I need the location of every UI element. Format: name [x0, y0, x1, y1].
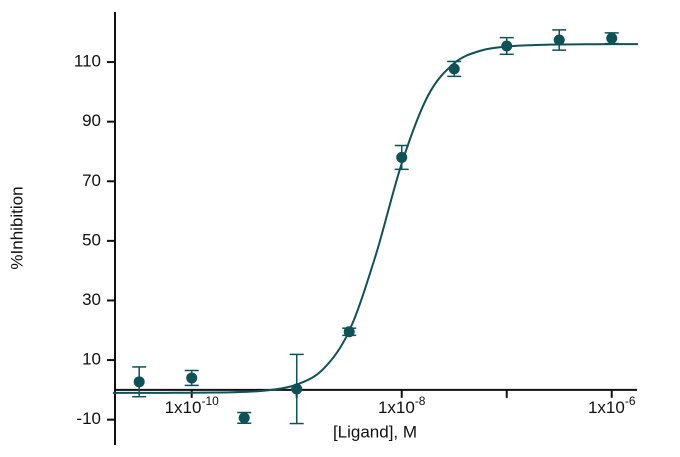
y-tick-label: 70: [82, 171, 101, 190]
x-tick-exponent: -6: [625, 394, 636, 408]
data-point: [343, 326, 355, 338]
data-point: [133, 376, 145, 388]
x-tick-base: 1x10: [165, 398, 202, 417]
y-axis-title: %Inhibition: [7, 186, 26, 269]
x-axis-title: [Ligand], M: [333, 422, 417, 441]
data-point: [396, 151, 408, 163]
x-tick-exponent: -10: [201, 394, 219, 408]
y-tick-label: 90: [82, 111, 101, 130]
data-point: [553, 34, 565, 46]
y-tick-label: 110: [74, 52, 101, 71]
x-tick-base: 1x10: [378, 398, 415, 417]
y-tick-label: 50: [82, 230, 101, 249]
data-point: [606, 32, 618, 44]
x-tick-label: 1x10-8: [378, 394, 426, 417]
y-tick-label: -10: [76, 409, 101, 428]
y-tick-label: 30: [82, 290, 101, 309]
data-point: [291, 383, 303, 395]
data-point: [186, 372, 198, 384]
y-tick-label: 10: [82, 350, 101, 369]
x-tick-label: 1x10-6: [588, 394, 636, 417]
x-tick-base: 1x10: [588, 398, 625, 417]
data-point: [448, 63, 460, 75]
fit-curve: [112, 43, 638, 394]
data-point: [238, 412, 250, 424]
x-tick-label: 1x10-10: [165, 394, 220, 417]
data-point: [501, 40, 513, 52]
x-tick-exponent: -8: [415, 394, 426, 408]
